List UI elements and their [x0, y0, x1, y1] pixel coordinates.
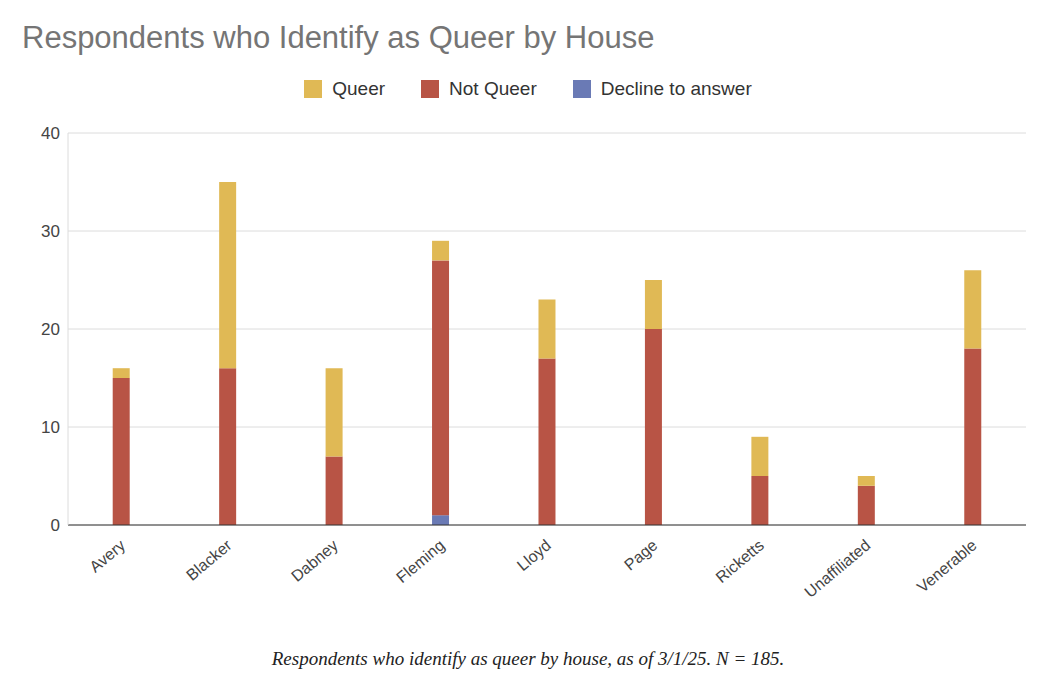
svg-text:10: 10 [41, 418, 60, 437]
svg-text:Blacker: Blacker [183, 536, 235, 584]
svg-text:Venerable: Venerable [914, 536, 980, 595]
html-text:Respondents who Identify as Qu: Respondents who Identify as Queer by Hou… [22, 20, 655, 55]
svg-text:0: 0 [51, 516, 60, 535]
svg-text:Lloyd: Lloyd [514, 536, 554, 574]
svg-text:Page: Page [621, 536, 661, 573]
svg-text:Ricketts: Ricketts [712, 536, 767, 586]
svg-text:40: 40 [41, 124, 60, 143]
svg-text:Dabney: Dabney [288, 536, 341, 584]
html-text:Not Queer: Not Queer [449, 78, 537, 99]
svg-text:20: 20 [41, 320, 60, 339]
html-text:Queer: Queer [332, 78, 386, 99]
html-text:Decline to answer: Decline to answer [600, 78, 752, 99]
svg-text:30: 30 [41, 222, 60, 241]
svg-text:Unaffiliated: Unaffiliated [801, 536, 873, 600]
html-text:Respondents who identify as qu: Respondents who identify as queer by hou… [271, 648, 785, 669]
svg-text:Avery: Avery [86, 536, 128, 575]
svg-text:Fleming: Fleming [393, 536, 448, 586]
